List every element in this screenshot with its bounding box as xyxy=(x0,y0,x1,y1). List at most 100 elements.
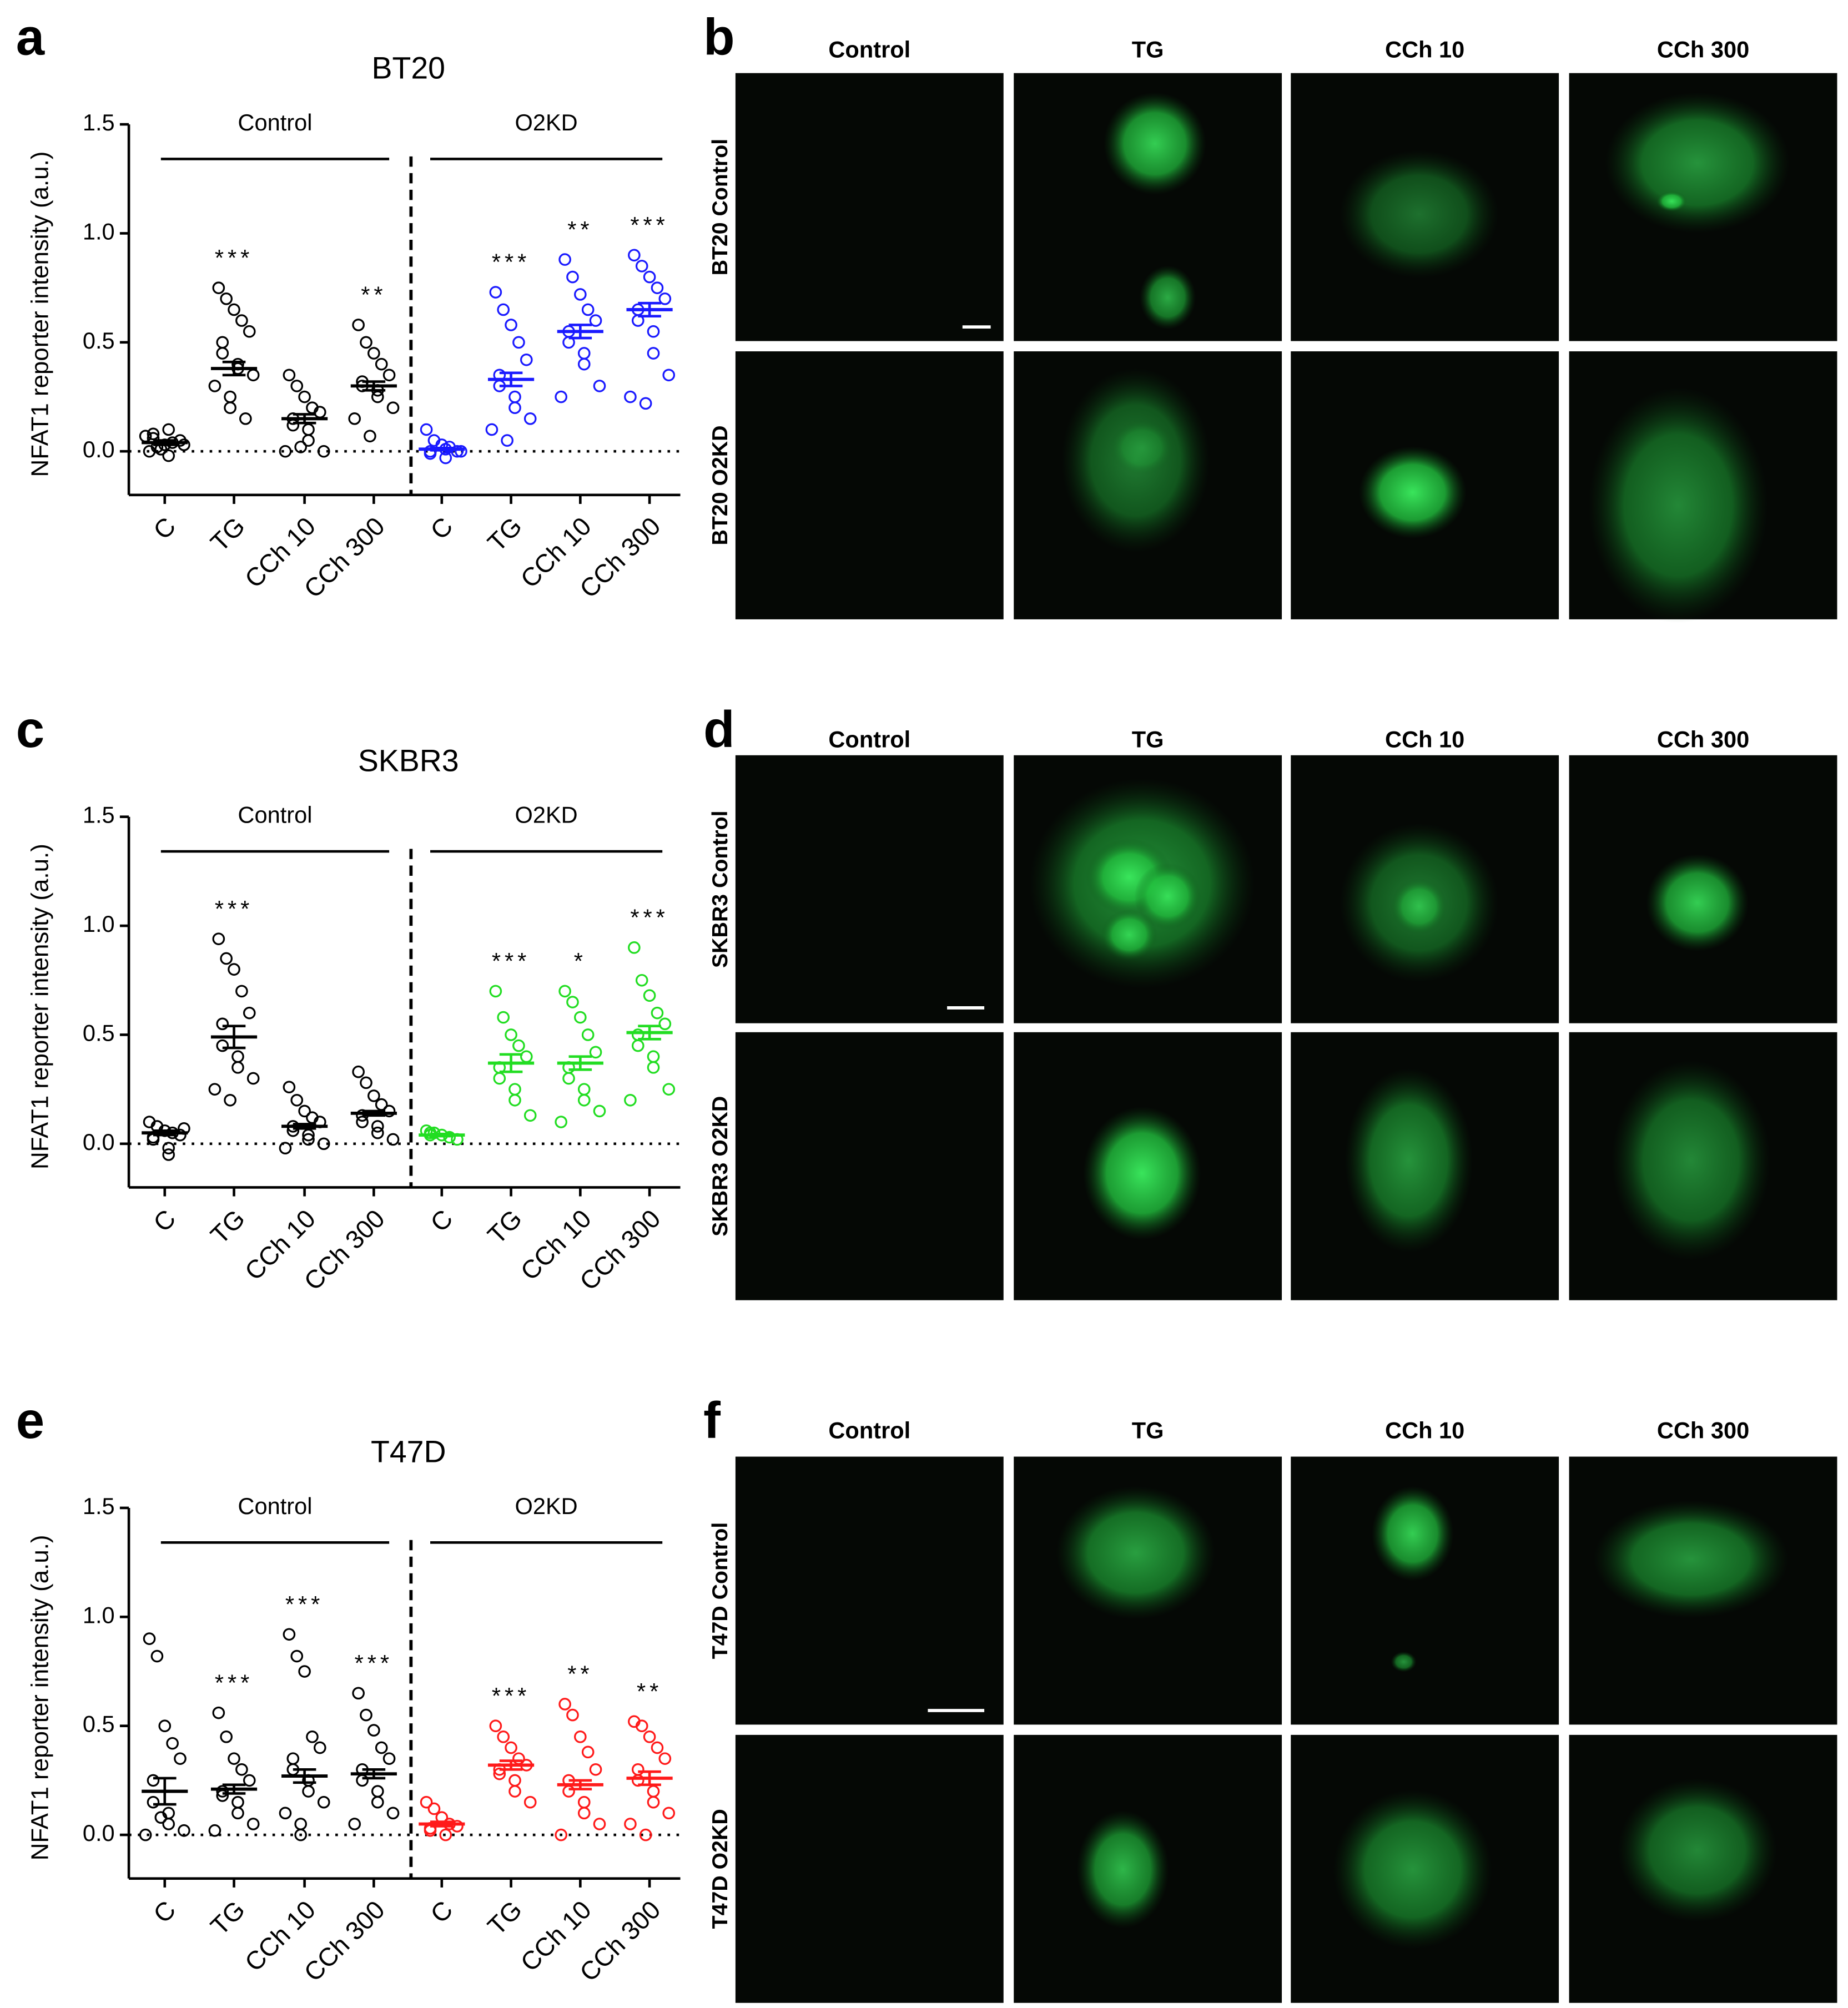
data-point xyxy=(420,1795,433,1809)
data-point xyxy=(352,1065,365,1078)
data-point xyxy=(356,1774,369,1787)
data-point xyxy=(593,380,606,392)
data-point xyxy=(574,1730,587,1743)
data-point xyxy=(216,336,229,349)
data-point xyxy=(246,369,260,382)
data-point xyxy=(243,325,256,338)
cell-signal xyxy=(1082,1106,1201,1240)
group-label: O2KD xyxy=(515,1493,577,1519)
chart-title: T47D xyxy=(371,1435,446,1469)
data-point xyxy=(651,1741,664,1754)
significance: *** xyxy=(215,245,253,271)
data-point xyxy=(246,1818,260,1830)
cell-signal xyxy=(1101,909,1157,961)
data-point xyxy=(371,1795,384,1809)
significance: ** xyxy=(567,216,593,243)
data-point xyxy=(628,249,641,262)
cell-signal xyxy=(1345,1068,1473,1253)
data-point xyxy=(485,423,498,436)
row-label: BT20 O2KD xyxy=(708,425,732,545)
data-point xyxy=(208,1083,221,1096)
data-point xyxy=(228,1752,240,1765)
data-point xyxy=(647,347,660,360)
data-point xyxy=(294,1818,307,1830)
data-point xyxy=(360,336,372,349)
data-point xyxy=(523,1795,537,1809)
sem-bar xyxy=(499,1759,523,1771)
data-point xyxy=(220,292,233,305)
data-point xyxy=(302,1133,315,1146)
sem-bar xyxy=(430,447,454,452)
column-header: TG xyxy=(1132,726,1164,752)
cell-signal xyxy=(1371,1486,1454,1581)
significance: ** xyxy=(361,282,386,308)
sem-bar xyxy=(499,371,523,387)
y-tick-label: 0.0 xyxy=(83,1129,115,1155)
data-point xyxy=(283,1628,296,1641)
data-point xyxy=(231,1807,244,1820)
sem-bar xyxy=(568,1055,592,1071)
cell-signal xyxy=(1618,1778,1777,1923)
data-point xyxy=(562,1785,575,1798)
data-point xyxy=(577,1807,591,1820)
y-axis-label: NFAT1 reporter intensity (a.u.) xyxy=(27,1535,54,1860)
data-point xyxy=(647,1795,660,1809)
x-tick-label: C xyxy=(425,512,458,545)
significance: *** xyxy=(215,1669,253,1696)
cell-signal xyxy=(1139,265,1196,330)
data-point xyxy=(497,1730,510,1743)
data-point xyxy=(577,357,591,371)
significance: ** xyxy=(567,1661,593,1687)
data-point xyxy=(224,390,236,403)
data-point xyxy=(382,369,396,382)
sem-bar xyxy=(153,1129,177,1137)
data-point xyxy=(367,1724,380,1737)
cell-signal xyxy=(1134,862,1201,930)
data-point xyxy=(243,1006,256,1020)
data-point xyxy=(220,1730,233,1743)
data-point xyxy=(279,1142,292,1155)
data-point xyxy=(593,1818,606,1830)
x-tick-label: TG xyxy=(205,1204,250,1249)
data-point xyxy=(216,1017,229,1031)
group-label: Control xyxy=(238,802,312,828)
data-point xyxy=(574,288,587,301)
data-point xyxy=(162,1142,175,1155)
row-label: T47D Control xyxy=(708,1522,732,1659)
data-point xyxy=(631,1763,644,1776)
y-axis-label: NFAT1 reporter intensity (a.u.) xyxy=(27,844,54,1169)
data-point xyxy=(224,1093,236,1107)
data-point xyxy=(367,347,380,360)
data-point xyxy=(212,932,225,945)
sem-bar xyxy=(638,1025,661,1041)
data-point xyxy=(647,1785,660,1798)
column-header: CCh 300 xyxy=(1657,36,1749,62)
data-point xyxy=(314,1741,326,1754)
data-point xyxy=(493,1072,506,1085)
data-point xyxy=(178,438,190,451)
data-point xyxy=(420,423,433,436)
x-tick-label: TG xyxy=(205,512,250,557)
sem-bar xyxy=(568,1779,592,1790)
column-header: Control xyxy=(828,36,910,62)
cell-signal xyxy=(1056,1486,1215,1619)
row-label: SKBR3 O2KD xyxy=(708,1096,732,1237)
data-point xyxy=(235,1763,248,1776)
column-header: CCh 10 xyxy=(1385,1417,1464,1444)
sem-bar xyxy=(293,413,316,425)
data-point xyxy=(662,1083,676,1096)
column-header: CCh 300 xyxy=(1657,1417,1749,1444)
x-tick-label: TG xyxy=(482,1204,527,1249)
data-point xyxy=(235,985,248,998)
cell-signal xyxy=(1076,1810,1169,1929)
data-point xyxy=(508,1083,521,1096)
data-point xyxy=(505,319,517,331)
row-label: T47D O2KD xyxy=(708,1809,732,1929)
data-point xyxy=(235,314,248,327)
significance: *** xyxy=(215,896,253,922)
data-point xyxy=(178,1824,190,1837)
data-point xyxy=(147,1795,160,1809)
data-point xyxy=(635,1719,648,1733)
data-point xyxy=(348,1818,361,1830)
data-point xyxy=(589,314,602,327)
